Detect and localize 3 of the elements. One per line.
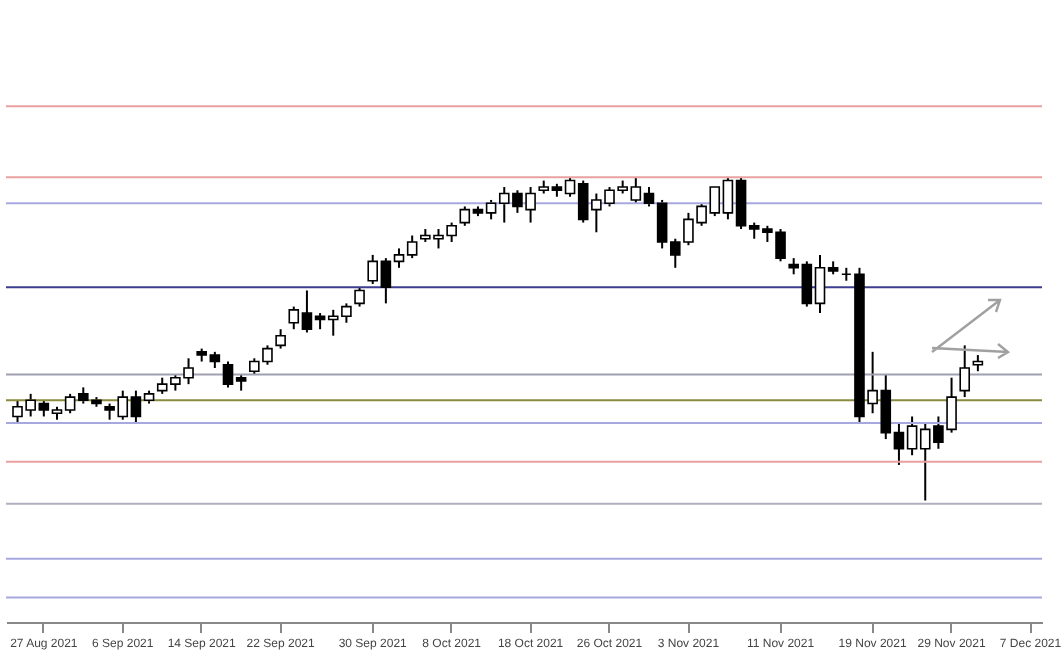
- candlestick: [959, 344, 971, 399]
- candlestick: [354, 286, 365, 308]
- candlestick: [275, 328, 286, 350]
